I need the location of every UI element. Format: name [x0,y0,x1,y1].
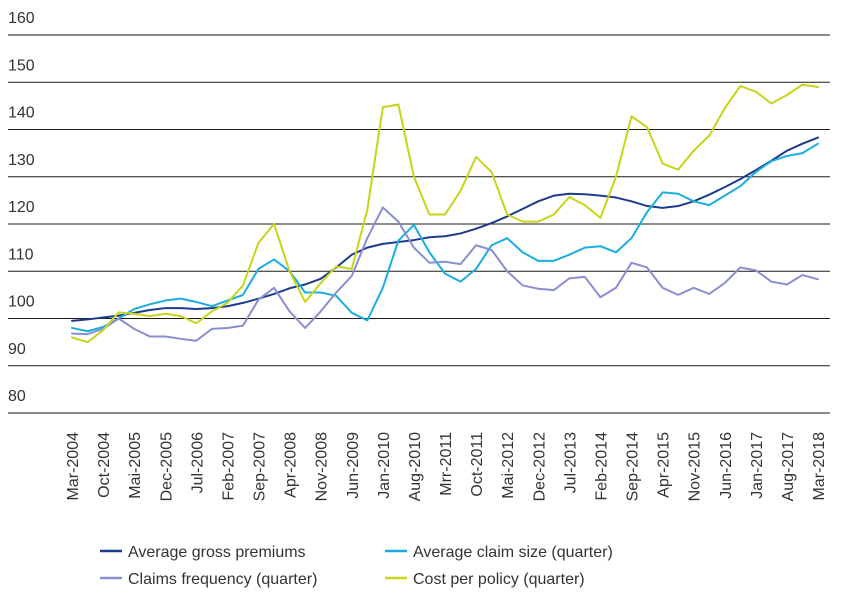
x-tick-label: Jul-2013 [562,432,579,493]
x-tick-label: Mai-2012 [500,432,517,499]
y-tick-label: 80 [8,388,26,405]
legend-label: Average claim size (quarter) [413,544,613,561]
x-tick-label: Jan-2017 [749,432,766,499]
x-tick-label: Dec-2012 [531,432,548,501]
x-tick-label: Jul-2006 [189,432,206,493]
x-tick-label: Mar-2018 [811,432,828,501]
y-tick-label: 150 [8,57,35,74]
y-tick-label: 140 [8,105,35,122]
x-tick-label: Oct-2011 [469,432,486,497]
x-tick-label: Apr-2008 [283,432,300,498]
legend-label: Average gross premiums [128,544,306,561]
y-tick-label: 160 [8,10,35,27]
x-tick-label: Oct-2004 [96,432,113,498]
y-tick-label: 120 [8,199,35,216]
x-tick-label: Feb-2014 [593,432,610,501]
x-tick-label: Mar-2004 [65,432,82,501]
x-tick-label: Aug-2017 [780,432,797,501]
series-line [71,83,819,344]
x-tick-label: Apr-2015 [656,432,673,498]
x-tick-label: Jan-2010 [376,432,393,499]
x-tick-label: Mrr-2011 [438,432,455,496]
legend-label: Claims frequency (quarter) [128,571,317,588]
x-tick-label: Feb-2007 [220,432,237,501]
y-tick-label: 100 [8,294,35,311]
x-tick-label: Mai-2005 [127,432,144,499]
y-tick-label: 90 [8,341,26,358]
x-tick-label: Jun-2009 [345,432,362,499]
x-tick-label: Nov-2008 [314,432,331,501]
x-tick-label: Dec-2005 [158,432,175,501]
series-line [71,142,819,333]
x-tick-label: Nov-2015 [687,432,704,501]
x-tick-label: Sep-2007 [252,432,269,501]
x-tick-label: Aug-2010 [407,432,424,501]
x-tick-label: Jun-2016 [718,432,735,499]
y-tick-label: 130 [8,152,35,169]
series-line [71,206,819,342]
x-tick-label: Sep-2014 [625,432,642,501]
legend-label: Cost per policy (quarter) [413,571,585,588]
y-tick-label: 110 [8,246,34,263]
